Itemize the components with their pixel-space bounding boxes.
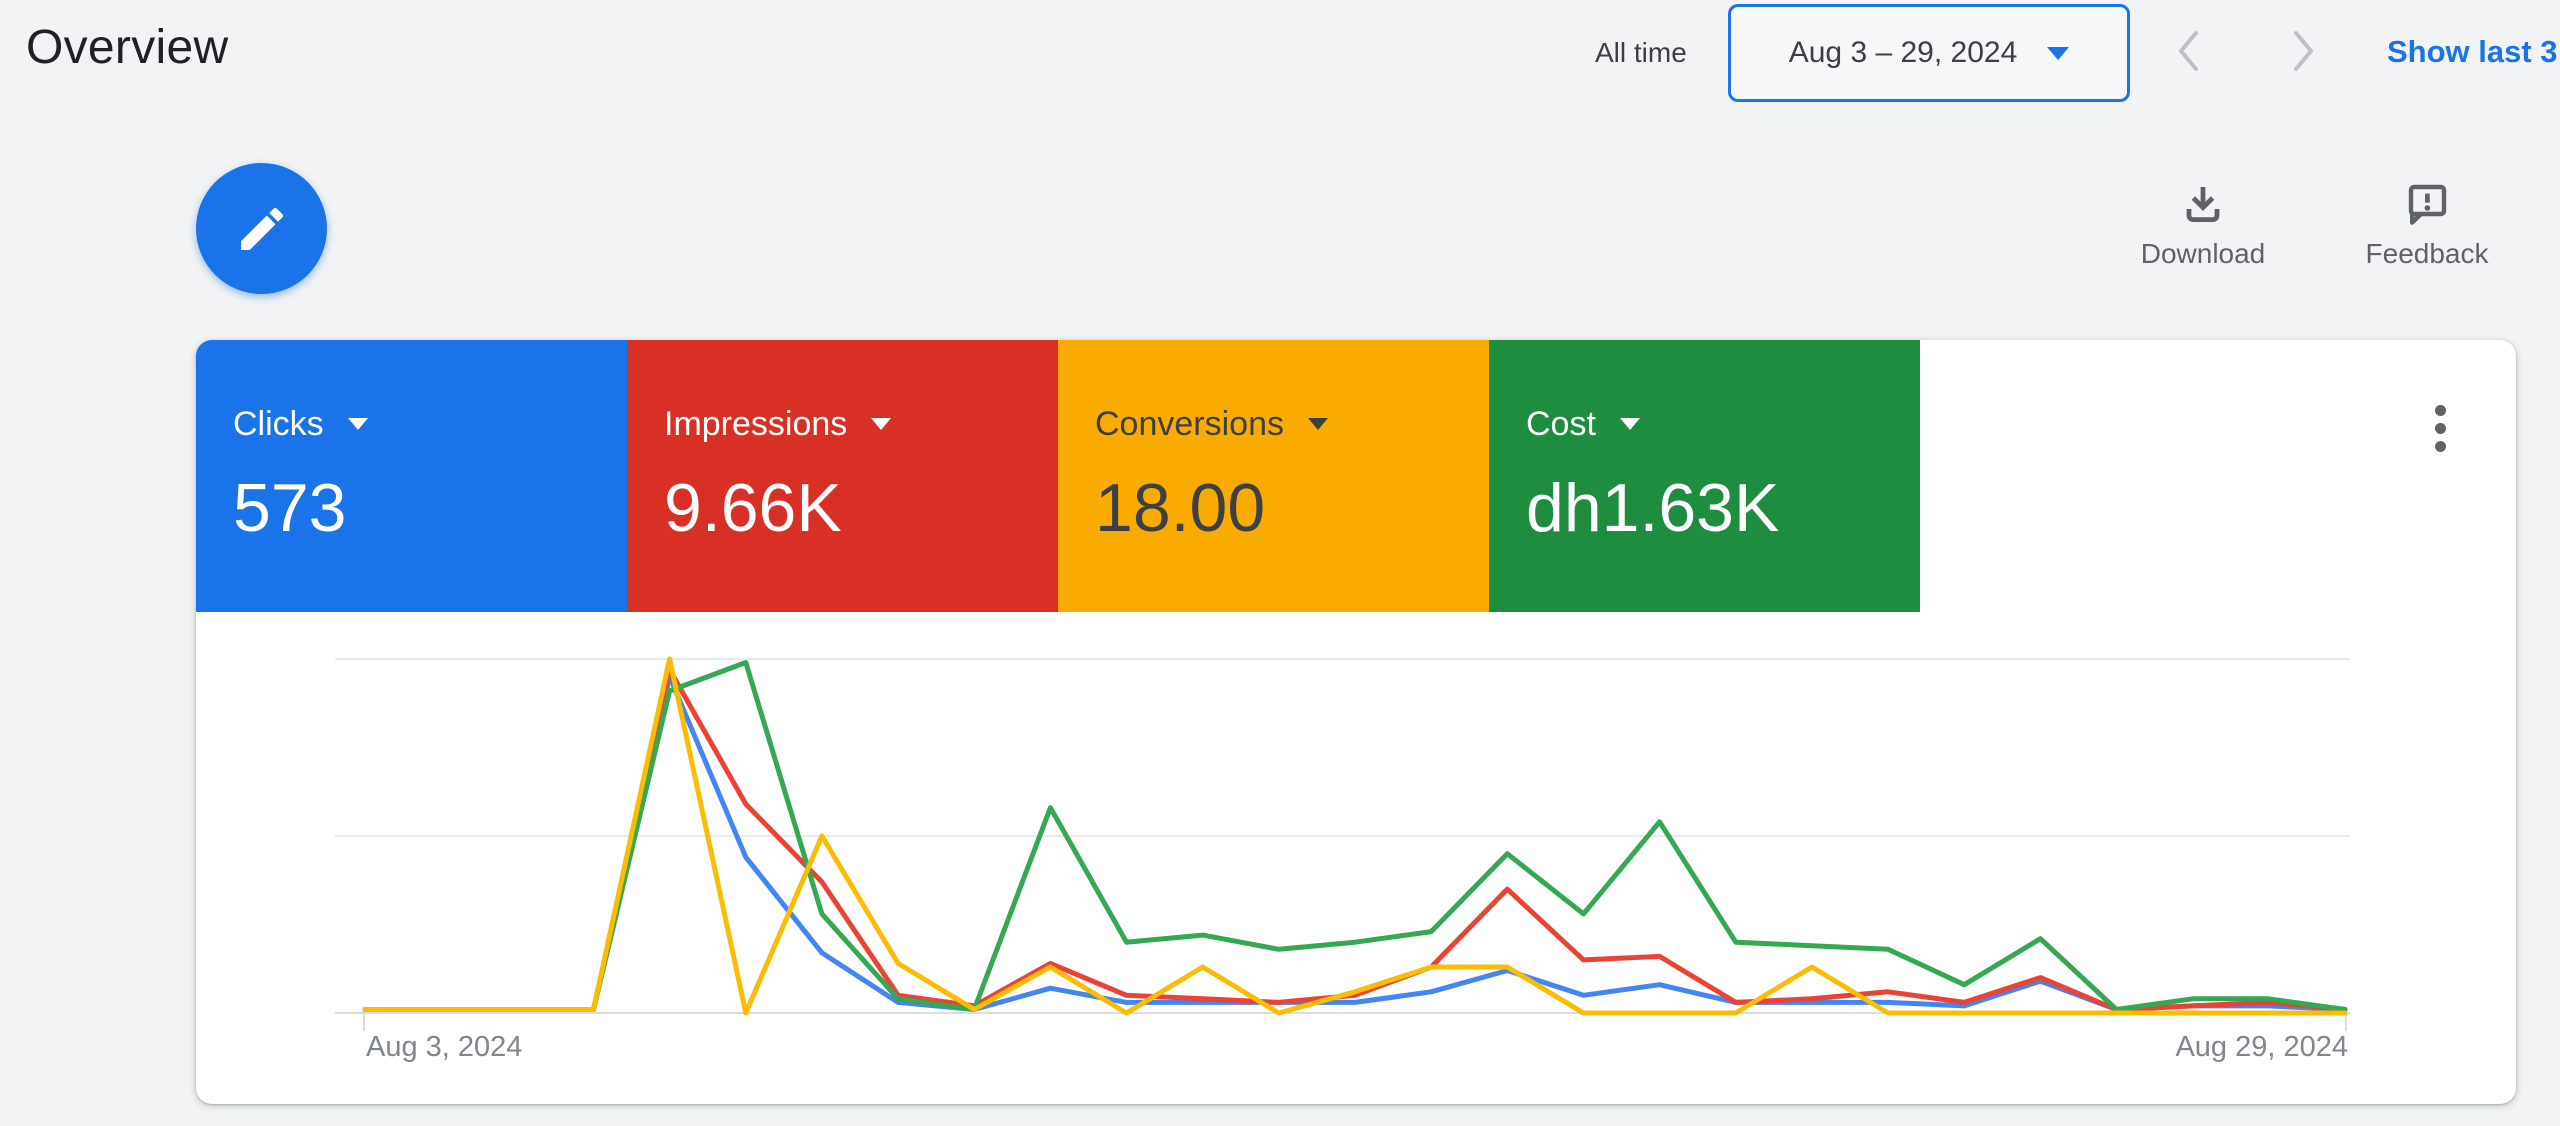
kebab-icon [2434, 404, 2446, 416]
x-axis-end-label: Aug 29, 2024 [2175, 1031, 2348, 1063]
metric-value: dh1.63K [1526, 470, 1780, 546]
x-axis-start-label: Aug 3, 2024 [366, 1031, 523, 1063]
chevron-down-icon [1619, 418, 1640, 430]
metric-tile-impressions[interactable]: Impressions 9.66K [627, 340, 1058, 612]
metric-value: 18.00 [1095, 470, 1266, 546]
chevron-left-icon [2179, 31, 2198, 71]
edit-button[interactable] [196, 163, 327, 294]
feedback-icon [2408, 184, 2447, 225]
metric-tile-conversions[interactable]: Conversions 18.00 [1058, 340, 1489, 612]
date-range-value: Aug 3 – 29, 2024 [1788, 36, 2018, 69]
chevron-down-icon [347, 418, 368, 430]
next-range-button[interactable] [2286, 26, 2320, 76]
metric-tile-cost[interactable]: Cost dh1.63K [1489, 340, 1920, 612]
chevron-down-icon [1307, 418, 1328, 430]
metric-tile-clicks[interactable]: Clicks 573 [196, 340, 627, 612]
metric-value: 573 [233, 470, 347, 546]
download-icon [2186, 187, 2220, 222]
download-label: Download [2140, 238, 2266, 269]
metric-label: Impressions [664, 405, 848, 443]
metric-value: 9.66K [664, 470, 842, 546]
feedback-label: Feedback [2365, 238, 2489, 269]
metric-label: Cost [1526, 405, 1596, 443]
page-title: Overview [26, 21, 229, 74]
previous-range-button[interactable] [2172, 26, 2206, 76]
metric-label: Clicks [233, 405, 324, 443]
chevron-down-icon [2047, 46, 2070, 60]
pencil-icon [240, 207, 283, 250]
feedback-button[interactable]: Feedback [2332, 180, 2522, 290]
metric-label: Conversions [1095, 405, 1284, 443]
card-menu-button[interactable] [2412, 396, 2468, 460]
download-button[interactable]: Download [2108, 180, 2298, 290]
chevron-down-icon [871, 418, 892, 430]
date-range-picker[interactable]: Aug 3 – 29, 2024 [1728, 4, 2130, 102]
all-time-label: All time [1595, 37, 1687, 68]
show-last-link[interactable]: Show last 3 [2387, 34, 2558, 69]
chevron-right-icon [2294, 31, 2313, 71]
